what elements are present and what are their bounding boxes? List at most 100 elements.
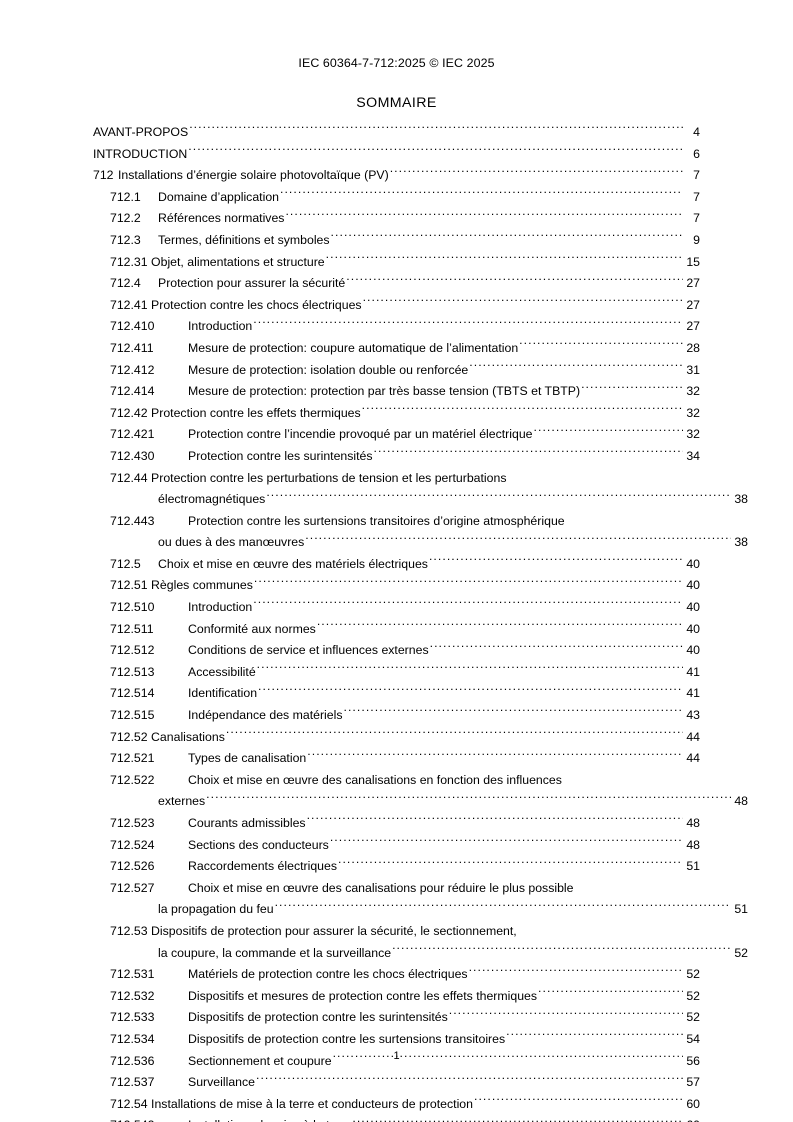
toc-entry-label: INTRODUCTION xyxy=(93,146,188,161)
toc-entry-label: Références normatives xyxy=(158,211,285,226)
toc-entry-page: 31 xyxy=(686,362,700,377)
toc-entry-number: 712.527 xyxy=(110,880,155,895)
toc-entry[interactable]: 712.5 Choix et mise en œuvre des matériel… xyxy=(93,554,700,576)
toc-entry-label: Dispositifs et mesures de protection con… xyxy=(188,988,538,1003)
dot-leader xyxy=(226,728,683,740)
dot-leader xyxy=(307,815,683,827)
toc-entry[interactable]: 712.2 Références normatives 7 xyxy=(93,208,700,230)
toc-entry-label: Surveillance xyxy=(188,1075,255,1090)
toc-entry-label-continued: la coupure, la commande et la surveillan… xyxy=(158,945,392,960)
toc-entry[interactable]: INTRODUCTION 6 xyxy=(93,144,700,166)
toc-entry[interactable]: 712.411 Mesure de protection: coupure aut… xyxy=(93,338,700,360)
toc-entry[interactable]: 712.42 Protection contre les effets ther… xyxy=(93,403,700,425)
dot-leader xyxy=(206,793,731,805)
toc-entry-page: 56 xyxy=(686,1053,700,1068)
dot-leader xyxy=(266,491,731,503)
toc-entry-page: 38 xyxy=(734,492,748,507)
toc-entry-label: Introduction xyxy=(188,319,253,334)
toc-entry[interactable]: 712.443 Protection contre les surtensions… xyxy=(93,511,748,554)
dot-leader xyxy=(305,534,731,546)
dot-leader xyxy=(257,664,683,676)
toc-entry-page: 27 xyxy=(686,276,700,291)
toc-entry-number: 712.534 xyxy=(110,1031,155,1046)
toc-entry[interactable]: 712.536 Sectionnement et coupure 56 xyxy=(93,1051,700,1073)
toc-entry-page: 9 xyxy=(693,232,700,247)
dot-leader xyxy=(275,901,731,913)
toc-entry-number: 712.4 xyxy=(110,276,141,291)
toc-entry[interactable]: 712.533 Dispositifs de protection contre … xyxy=(93,1007,700,1029)
toc-entry[interactable]: 712.511 Conformité aux normes 40 xyxy=(93,619,700,641)
toc-entry-number: 712.532 xyxy=(110,988,155,1003)
toc-entry-page: 6 xyxy=(693,146,700,161)
toc-entry[interactable]: 712.521 Types de canalisation 44 xyxy=(93,748,700,770)
toc-entry-label: Conformité aux normes xyxy=(188,621,316,636)
toc-entry-number: 712.511 xyxy=(110,621,154,636)
toc-entry[interactable]: 712.522 Choix et mise en œuvre des canali… xyxy=(93,770,748,813)
toc-entry[interactable]: 712.526 Raccordements électriques 51 xyxy=(93,856,700,878)
toc-entry[interactable]: 712.523 Courants admissibles 48 xyxy=(93,813,700,835)
toc-entry-number: 712.537 xyxy=(110,1075,155,1090)
toc-entry[interactable]: 712.513 Accessibilité 41 xyxy=(93,662,700,684)
toc-entry-page: 32 xyxy=(686,427,700,442)
toc-entry[interactable]: 712.534 Dispositifs de protection contre … xyxy=(93,1029,700,1051)
toc-entry-page: 40 xyxy=(686,578,700,593)
toc-entry-label: Mesure de protection: protection par trè… xyxy=(188,384,581,399)
dot-leader xyxy=(374,448,683,460)
toc-entry[interactable]: 712.44 Protection contre les perturbatio… xyxy=(93,468,748,511)
toc-entry-label: Dispositifs de protection pour assurer l… xyxy=(147,923,517,938)
page-title: SOMMAIRE xyxy=(356,95,437,111)
toc-entry[interactable]: 712.51 Règles communes 40 xyxy=(93,575,700,597)
dot-leader xyxy=(307,750,683,762)
dot-leader xyxy=(330,836,683,848)
toc-entry[interactable]: 712 Installations d’énergie solaire photo… xyxy=(93,165,700,187)
toc-entry-number: 712.512 xyxy=(110,643,155,658)
toc-entry-number: 712.521 xyxy=(110,751,155,766)
toc-entry-label: Matériels de protection contre les chocs… xyxy=(188,967,468,982)
toc-entry-number: 712.510 xyxy=(110,600,155,615)
toc-entry-number: 712.44 xyxy=(110,470,148,485)
toc-entry[interactable]: 712.52 Canalisations 44 xyxy=(93,727,700,749)
toc-entry[interactable]: 712.53 Dispositifs de protection pour as… xyxy=(93,921,748,964)
toc-entry-label: Dispositifs de protection contre les sur… xyxy=(188,1010,448,1025)
toc-entry-number: 712.31 xyxy=(110,254,148,269)
dot-leader xyxy=(390,167,683,179)
toc-entry-number: 712.411 xyxy=(110,340,154,355)
toc-entry[interactable]: 712.41 Protection contre les chocs élect… xyxy=(93,295,700,317)
toc-entry-page: 7 xyxy=(693,168,700,183)
toc-entry-page: 7 xyxy=(693,189,700,204)
toc-entry[interactable]: 712.514 Identification 41 xyxy=(93,683,700,705)
toc-entry-page: 40 xyxy=(686,556,700,571)
toc-entry[interactable]: 712.510 Introduction 40 xyxy=(93,597,700,619)
toc-entry[interactable]: 712.4 Protection pour assurer la sécurité… xyxy=(93,273,700,295)
toc-entry[interactable]: AVANT-PROPOS 4 xyxy=(93,122,700,144)
toc-entry[interactable]: 712.421 Protection contre l’incendie prov… xyxy=(93,424,700,446)
toc-entry[interactable]: 712.531 Matériels de protection contre le… xyxy=(93,964,700,986)
toc-entry[interactable]: 712.3 Termes, définitions et symboles 9 xyxy=(93,230,700,252)
toc-entry-label: Choix et mise en œuvre des matériels éle… xyxy=(158,556,428,571)
toc-entry-page: 60 xyxy=(686,1096,700,1111)
toc-entry[interactable]: 712.512 Conditions de service et influenc… xyxy=(93,640,700,662)
toc-entry[interactable]: 712.414 Mesure de protection: protection … xyxy=(93,381,700,403)
toc-entry[interactable]: 712.1 Domaine d’application 7 xyxy=(93,187,700,209)
toc-entry-label-continued: électromagnétiques xyxy=(158,492,266,507)
toc-entry[interactable]: 712.537 Surveillance 57 xyxy=(93,1072,700,1094)
toc-entry[interactable]: 712.532 Dispositifs et mesures de protect… xyxy=(93,986,700,1008)
toc-entry[interactable]: 712.410 Introduction 27 xyxy=(93,316,700,338)
toc-entry-number: 712.531 xyxy=(110,967,155,982)
toc-entry-label: Courants admissibles xyxy=(188,816,306,830)
toc-entry-number: 712.42 xyxy=(110,405,148,420)
toc-entry[interactable]: 712.527 Choix et mise en œuvre des canali… xyxy=(93,878,748,921)
toc-entry[interactable]: 712.430 Protection contre les surintensit… xyxy=(93,446,700,468)
toc-entry[interactable]: 712.412 Mesure de protection: isolation d… xyxy=(93,360,700,382)
toc-entry-page: 52 xyxy=(686,967,700,982)
toc-entry[interactable]: 712.31 Objet, alimentations et structure… xyxy=(93,252,700,274)
toc-entry[interactable]: 712.54 Installations de mise à la terre … xyxy=(93,1094,700,1116)
toc-entry-number: 712.52 xyxy=(110,729,148,744)
toc-entry[interactable]: 712.542Installations de mise à la terre 6… xyxy=(93,1115,700,1122)
toc-entry-number: 712.414 xyxy=(110,384,155,399)
toc-entry-label: Types de canalisation xyxy=(188,751,307,766)
toc-entry-label: Installations d’énergie solaire photovol… xyxy=(118,168,389,183)
toc-entry[interactable]: 712.515 Indépendance des matériels 43 xyxy=(93,705,700,727)
toc-entry[interactable]: 712.524 Sections des conducteurs 48 xyxy=(93,835,700,857)
